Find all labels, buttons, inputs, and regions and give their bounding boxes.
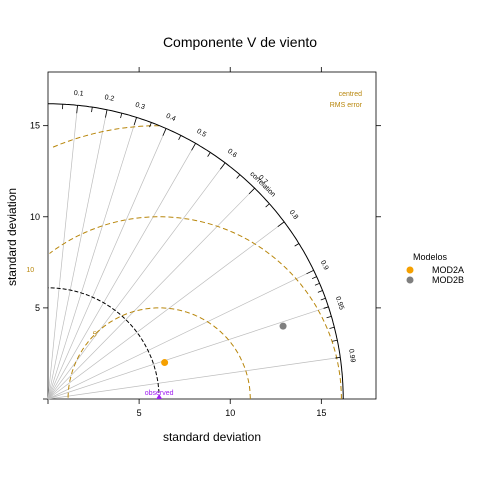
legend-label-mod2b: MOD2B [432, 275, 464, 285]
correlation-tick [133, 117, 137, 126]
correlation-minor-tick [320, 297, 326, 301]
rms-axis-label: centred [339, 91, 362, 98]
correlation-tick-label: 0.95 [334, 296, 345, 311]
correlation-minor-tick [323, 306, 329, 309]
correlation-tick [178, 135, 182, 141]
legend-marker-mod2b [406, 276, 414, 284]
correlation-tick [294, 243, 300, 247]
legend-title: Modelos [413, 252, 448, 262]
correlation-tick-label: 0.8 [288, 209, 300, 221]
y-tick-label: 10 [30, 212, 40, 222]
data-point-mod2a [161, 359, 169, 367]
correlation-tick [91, 107, 93, 113]
correlation-tick-label: 0.4 [165, 113, 177, 123]
y-axis-label: standard deviation [5, 188, 19, 286]
correlation-tick-label: 0.9 [319, 259, 330, 271]
correlation-tick [277, 221, 285, 227]
rms-contour [67, 307, 251, 399]
legend-marker-mod2a [406, 266, 414, 274]
correlation-tick [162, 128, 167, 136]
correlation-minor-tick [311, 276, 317, 280]
correlation-tick [265, 203, 270, 208]
y-tick-label: 5 [35, 303, 40, 313]
correlation-tick-label: 0.6 [226, 148, 238, 160]
correlation-minor-tick [332, 339, 338, 342]
correlation-line [47, 187, 255, 400]
correlation-line [47, 109, 108, 400]
correlation-tick-label: 0.99 [347, 349, 356, 364]
correlation-minor-tick [329, 326, 335, 329]
x-tick-label: 10 [225, 408, 235, 418]
data-point-mod2b [279, 322, 287, 330]
correlation-tick [76, 105, 78, 114]
correlation-tick [236, 174, 241, 179]
correlation-line [47, 357, 341, 400]
correlation-tick-label: 0.1 [73, 90, 83, 98]
correlation-line [47, 221, 285, 400]
rms-contour [52, 125, 160, 148]
observed-label: observed [145, 390, 174, 397]
correlation-tick-label: 0.7 [257, 174, 269, 186]
correlation-tick [191, 143, 196, 151]
x-axis-label: standard deviation [163, 430, 261, 444]
correlation-minor-tick [317, 290, 323, 293]
correlation-line [47, 306, 329, 400]
plot-frame [47, 71, 377, 400]
correlation-minor-tick [335, 356, 341, 359]
chart-title: Componente V de viento [163, 34, 317, 50]
correlation-minor-tick [314, 282, 320, 286]
observed-marker [156, 394, 163, 399]
rms-axis-label: RMS error [330, 102, 363, 109]
observed-sd-arc [47, 287, 160, 400]
correlation-line [47, 117, 137, 400]
correlation-minor-tick [326, 315, 332, 319]
legend-label-mod2a: MOD2A [432, 265, 464, 275]
plot-area: 5 10 15 5 10 15 5 10 0.1 0.2 0.3 0.4 0.5 0.6 0.7 0.8 0.9… [26, 67, 381, 418]
x-tick-label: 15 [316, 408, 326, 418]
correlation-tick [120, 113, 123, 119]
x-tick-label: 5 [137, 408, 142, 418]
rms-contour-label: 10 [26, 267, 34, 274]
correlation-tick-label: 0.2 [104, 94, 115, 103]
correlation-line [47, 128, 167, 400]
rms-contour [49, 216, 342, 399]
rms-contour-label: 5 [93, 332, 97, 339]
rms-contours [49, 125, 342, 399]
correlation-tick [306, 269, 314, 275]
correlation-line [47, 270, 314, 400]
correlation-tick-label: 0.3 [134, 102, 145, 112]
correlation-tick-label: 0.5 [195, 128, 207, 139]
correlation-tick [220, 162, 226, 170]
correlation-tick [248, 187, 255, 195]
correlation-tick [149, 122, 152, 128]
correlation-tick [207, 152, 211, 157]
correlation-line [47, 105, 78, 400]
y-tick-label: 15 [30, 121, 40, 131]
outer-sd-arc [48, 103, 344, 399]
correlation-line [47, 162, 226, 400]
correlation-tick [105, 109, 108, 118]
correlation-line [47, 143, 196, 400]
